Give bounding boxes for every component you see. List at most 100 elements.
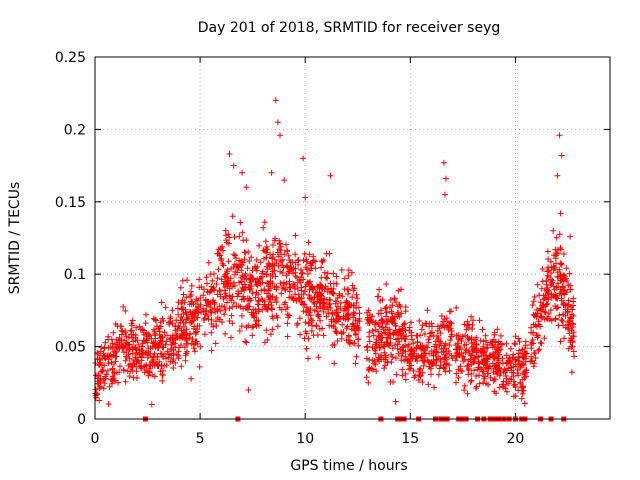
data-point — [208, 329, 215, 336]
data-point — [349, 282, 356, 289]
data-point — [122, 378, 129, 385]
data-point — [494, 353, 501, 360]
data-point — [355, 325, 362, 332]
data-point — [353, 353, 360, 360]
data-point — [178, 300, 185, 307]
data-point — [344, 312, 351, 319]
data-point — [112, 358, 119, 365]
data-point — [547, 282, 554, 289]
data-point — [92, 386, 99, 393]
data-point — [507, 359, 514, 366]
data-point — [300, 308, 307, 315]
data-point — [183, 332, 190, 339]
data-point — [129, 322, 135, 329]
data-point — [392, 342, 398, 349]
data-point — [381, 365, 388, 372]
data-point — [495, 338, 502, 345]
data-point — [331, 360, 338, 367]
data-point — [263, 243, 270, 250]
data-point — [274, 314, 281, 321]
data-point — [523, 373, 529, 380]
data-point — [183, 326, 190, 333]
data-point — [241, 249, 248, 256]
data-point — [197, 343, 204, 350]
data-point — [365, 379, 372, 386]
data-point — [560, 251, 567, 257]
data-point — [133, 324, 140, 331]
data-point — [399, 323, 406, 330]
data-point — [163, 338, 170, 345]
data-point — [174, 305, 181, 312]
data-point — [179, 297, 186, 304]
data-point — [318, 257, 325, 264]
data-point — [555, 274, 561, 281]
data-point — [96, 397, 103, 404]
data-point — [317, 281, 324, 288]
data-point — [492, 349, 499, 356]
data-point — [104, 367, 111, 374]
data-point — [569, 320, 576, 327]
data-point — [323, 313, 330, 320]
data-point — [193, 296, 200, 303]
data-point — [402, 304, 409, 310]
data-point — [204, 312, 211, 319]
data-point — [389, 302, 396, 309]
data-point — [552, 246, 559, 253]
data-point — [314, 293, 321, 300]
data-point — [339, 321, 346, 328]
data-point — [448, 352, 455, 359]
data-point — [545, 256, 552, 263]
data-point — [283, 280, 290, 287]
data-point — [214, 275, 221, 282]
data-point — [309, 287, 316, 293]
data-point — [233, 255, 239, 262]
data-point — [341, 275, 348, 282]
data-point — [453, 346, 460, 353]
data-point — [346, 332, 352, 339]
data-point — [494, 371, 500, 378]
data-point — [320, 332, 327, 339]
data-point — [550, 266, 557, 273]
data-point — [476, 372, 483, 379]
data-point — [507, 376, 513, 383]
data-point — [113, 348, 120, 355]
data-point — [550, 227, 557, 234]
data-point — [387, 379, 394, 385]
data-point — [446, 308, 453, 315]
data-point — [106, 383, 113, 390]
data-point — [286, 294, 293, 301]
data-point — [182, 306, 189, 313]
data-point — [522, 367, 529, 374]
data-point — [228, 312, 235, 319]
data-point — [515, 335, 522, 342]
data-point — [272, 235, 279, 242]
data-point — [507, 345, 514, 352]
data-point — [236, 263, 242, 270]
data-point — [326, 300, 333, 307]
data-point — [442, 340, 449, 347]
data-point — [226, 234, 233, 241]
data-point — [371, 321, 378, 328]
data-point — [177, 284, 184, 291]
data-point — [568, 369, 575, 376]
data-point — [150, 340, 157, 347]
data-point — [226, 151, 233, 157]
data-point — [393, 299, 400, 306]
data-point — [252, 294, 259, 301]
data-point — [376, 344, 383, 351]
data-point — [239, 169, 246, 176]
data-point — [384, 358, 391, 365]
data-point — [414, 338, 421, 345]
data-point — [570, 302, 577, 309]
data-point — [510, 369, 517, 376]
y-tick-label: 0.1 — [64, 267, 86, 283]
data-point — [311, 307, 318, 314]
data-point — [381, 349, 388, 356]
data-point — [419, 379, 426, 386]
data-point — [178, 327, 185, 334]
data-point — [515, 358, 522, 365]
axis-ticks: 0 0.05 0.1 0.15 0.2 0.25 0 5 10 15 20 — [55, 50, 610, 447]
data-point — [468, 313, 475, 320]
data-point — [372, 350, 379, 357]
